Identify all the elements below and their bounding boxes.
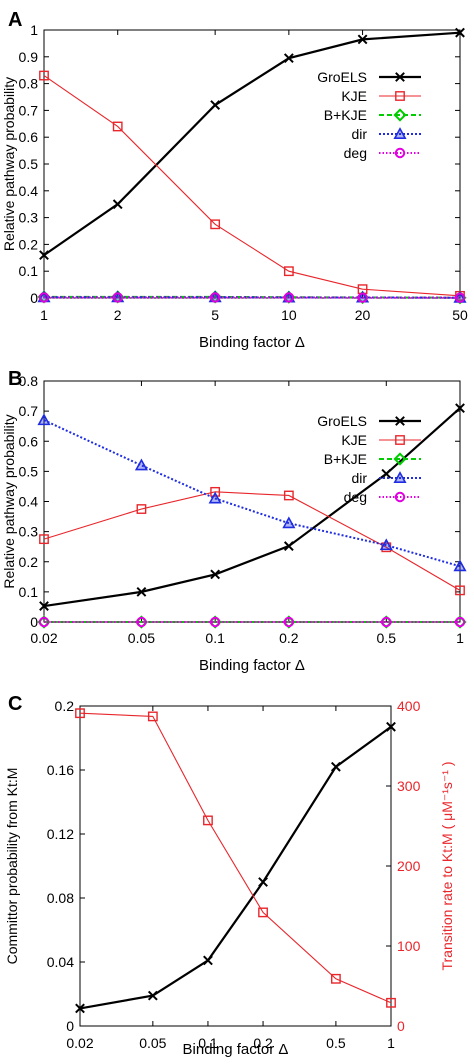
x-axis-label: Binding factor Δ bbox=[199, 334, 305, 351]
legend-label: B+KJE bbox=[324, 107, 367, 123]
y-tick-label: 0.1 bbox=[19, 263, 39, 279]
y2-tick-label: 200 bbox=[397, 858, 421, 874]
x-tick-label: 50 bbox=[452, 307, 468, 323]
x-axis-label: Binding factor Δ bbox=[199, 657, 305, 674]
legend: GroELS KJE B+KJE dir deg bbox=[317, 413, 421, 505]
marker-cross bbox=[211, 101, 219, 109]
series-line-0 bbox=[76, 723, 395, 1013]
y2-tick-label: 300 bbox=[397, 778, 421, 794]
y-tick-label: 0.12 bbox=[47, 826, 74, 842]
x-tick-label: 0.02 bbox=[66, 1035, 93, 1051]
legend-label: GroELS bbox=[317, 413, 367, 429]
y-tick-label: 0.08 bbox=[47, 890, 74, 906]
x-tick-label: 2 bbox=[114, 307, 122, 323]
y-tick-label: 0.3 bbox=[19, 524, 39, 540]
y-tick-label: 0.6 bbox=[19, 433, 39, 449]
y-tick-label: 0.1 bbox=[19, 584, 39, 600]
x-tick-label: 1 bbox=[40, 307, 48, 323]
plot-frame bbox=[44, 30, 460, 298]
y-tick-label: 0.8 bbox=[19, 373, 39, 389]
x-tick-label: 1 bbox=[387, 1035, 395, 1051]
legend-label: deg bbox=[344, 489, 367, 505]
y2-tick-label: 400 bbox=[397, 698, 421, 714]
y2-tick-label: 0 bbox=[397, 1018, 405, 1034]
y-tick-label: 0.3 bbox=[19, 210, 39, 226]
marker-cross bbox=[332, 763, 340, 771]
series-kje bbox=[40, 488, 464, 595]
y-axis-label: Relative pathway probability bbox=[1, 414, 17, 588]
series-groels bbox=[40, 404, 464, 610]
y-tick-label: 0.9 bbox=[19, 49, 39, 65]
panel-label: C bbox=[8, 693, 22, 715]
legend-label: KJE bbox=[341, 88, 367, 104]
y-tick-label: 0 bbox=[30, 290, 38, 306]
legend: GroELS KJE B+KJE dir deg bbox=[317, 69, 421, 161]
series-line bbox=[44, 33, 460, 255]
x-tick-label: 1 bbox=[456, 630, 464, 646]
y-tick-label: 0.5 bbox=[19, 463, 39, 479]
y-tick-label: 0.4 bbox=[19, 183, 39, 199]
marker-triangle bbox=[455, 561, 465, 570]
y-axis-label: Relative pathway probability bbox=[1, 77, 17, 251]
marker-triangle bbox=[39, 415, 49, 424]
marker-triangle bbox=[136, 460, 146, 469]
x-tick-label: 0.1 bbox=[205, 630, 225, 646]
series-line bbox=[44, 408, 460, 606]
y-axis-label: Committor probability from Kt:M bbox=[4, 768, 20, 965]
marker-triangle bbox=[284, 518, 294, 527]
legend-label: GroELS bbox=[317, 69, 367, 85]
marker-cross bbox=[114, 200, 122, 208]
series-line-1 bbox=[76, 709, 395, 1007]
x-tick-label: 5 bbox=[211, 307, 219, 323]
y-tick-label: 0.8 bbox=[19, 76, 39, 92]
x-tick-label: 0.02 bbox=[30, 630, 57, 646]
y2-tick-label: 100 bbox=[397, 938, 421, 954]
y-tick-label: 0 bbox=[66, 1018, 74, 1034]
series-line bbox=[44, 492, 460, 591]
x-axis-label: Binding factor Δ bbox=[183, 1041, 289, 1058]
y-tick-label: 0.2 bbox=[19, 554, 39, 570]
x-tick-label: 0.5 bbox=[377, 630, 397, 646]
x-tick-label: 0.05 bbox=[139, 1035, 166, 1051]
panel-label: A bbox=[8, 9, 22, 31]
y-tick-label: 1 bbox=[30, 22, 38, 38]
x-tick-label: 0.5 bbox=[326, 1035, 346, 1051]
y-tick-label: 0.6 bbox=[19, 129, 39, 145]
x-tick-label: 0.2 bbox=[279, 630, 299, 646]
marker-cross bbox=[382, 470, 390, 478]
y-tick-label: 0.2 bbox=[55, 698, 75, 714]
legend-label: dir bbox=[351, 470, 367, 486]
x-tick-label: 0.05 bbox=[128, 630, 155, 646]
marker-cross bbox=[204, 956, 212, 964]
y-tick-label: 0.7 bbox=[19, 403, 39, 419]
y2-axis-label: Transition rate to Kt:M ( μM⁻¹s⁻¹ ) bbox=[439, 761, 455, 970]
y-tick-label: 0.04 bbox=[47, 954, 74, 970]
series-line bbox=[80, 713, 391, 1003]
legend-label: KJE bbox=[341, 432, 367, 448]
y-tick-label: 0.5 bbox=[19, 156, 39, 172]
y-tick-label: 0.2 bbox=[19, 236, 39, 252]
series-line bbox=[80, 727, 391, 1009]
y-tick-label: 0.7 bbox=[19, 102, 39, 118]
y-tick-label: 0.16 bbox=[47, 762, 74, 778]
series-line bbox=[44, 76, 460, 296]
panel-C: C 0 0.04 0.08 0.12 0.16 0.2 0 100 200 300 400 0.02 0.… bbox=[4, 693, 455, 1058]
y-tick-label: 0 bbox=[30, 614, 38, 630]
marker-cross bbox=[259, 878, 267, 886]
series-groels bbox=[40, 28, 464, 259]
legend-label: deg bbox=[344, 145, 367, 161]
legend-label: dir bbox=[351, 126, 367, 142]
y-tick-label: 0.4 bbox=[19, 494, 39, 510]
x-tick-label: 10 bbox=[281, 307, 297, 323]
panel-A: A 0 0.1 0.2 0.3 0.4 0.5 0.6 0.7 0.8 0.9 1 1 2 5 10 20 50 B… bbox=[1, 9, 468, 351]
x-tick-label: 20 bbox=[355, 307, 371, 323]
series-kje bbox=[40, 71, 464, 300]
legend-label: B+KJE bbox=[324, 451, 367, 467]
